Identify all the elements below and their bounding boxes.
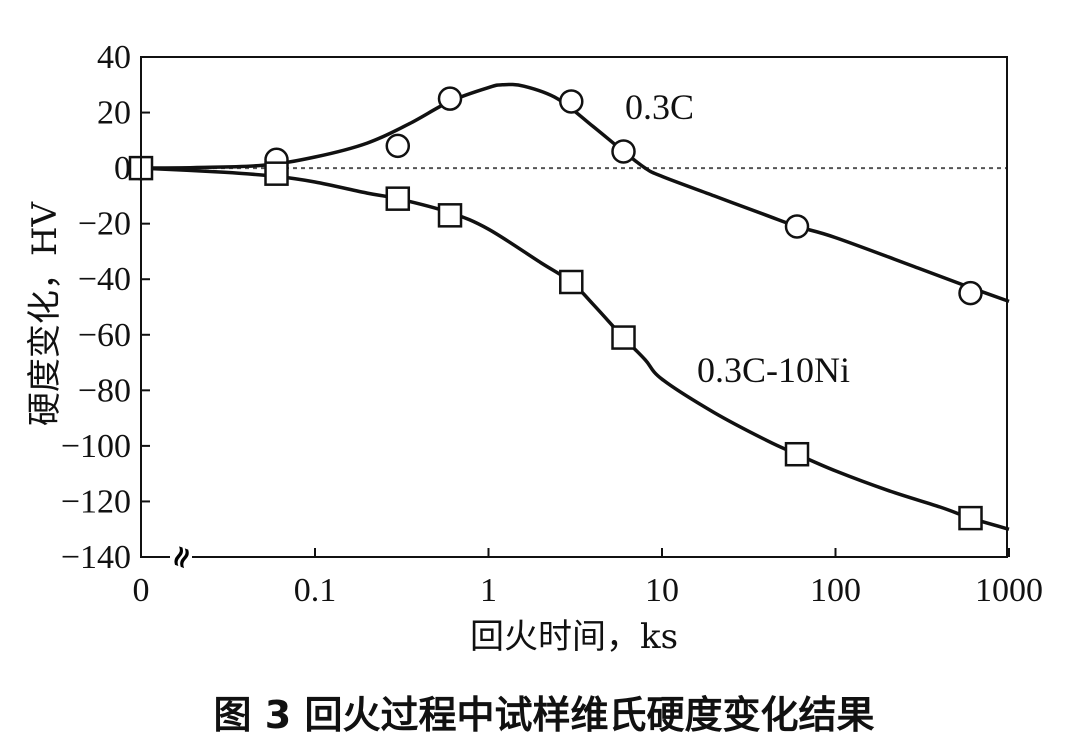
series-markers bbox=[128, 86, 983, 531]
data-point-square bbox=[437, 203, 463, 228]
series-curve-0.3C-10Ni bbox=[140, 166, 1010, 531]
data-point-circle bbox=[784, 214, 810, 239]
data-point-circle bbox=[559, 89, 584, 114]
y-tick-label: −140 bbox=[61, 539, 131, 576]
x-tick-label: 1000 bbox=[975, 572, 1043, 609]
axis-break-mask bbox=[170, 551, 192, 563]
series-curve-0.3C bbox=[140, 82, 1010, 304]
y-tick-label: 40 bbox=[97, 39, 131, 76]
data-point-square bbox=[385, 186, 411, 211]
axis-break-group: ≈ bbox=[161, 539, 202, 575]
y-tick-label: −120 bbox=[61, 483, 131, 520]
y-tick-label: −20 bbox=[78, 206, 131, 243]
y-tick-label: −80 bbox=[78, 372, 131, 409]
x-tick-label: 0.1 bbox=[294, 572, 337, 609]
x-axis-label: 回火时间，ks bbox=[470, 617, 678, 657]
figure-caption: 图 3 回火过程中试样维氏硬度变化结果 bbox=[214, 693, 875, 737]
series-curves bbox=[140, 82, 1010, 531]
y-tick-label: 20 bbox=[97, 95, 131, 132]
data-point-circle bbox=[958, 280, 983, 306]
data-point-square bbox=[784, 441, 810, 467]
plot-frame bbox=[140, 56, 1008, 558]
data-point-square bbox=[264, 161, 289, 186]
y-axis-label: 硬度变化，HV bbox=[25, 200, 65, 426]
y-tick-label: −100 bbox=[61, 428, 131, 465]
axis-break-symbol: ≈ bbox=[161, 539, 202, 575]
data-point-square bbox=[559, 269, 584, 295]
x-tick-label: 10 bbox=[645, 572, 679, 609]
data-point-circle bbox=[611, 139, 636, 164]
x-tick-label: 1 bbox=[480, 572, 497, 609]
data-point-square bbox=[611, 325, 636, 350]
data-point-circle bbox=[385, 133, 411, 159]
data-point-circle bbox=[437, 86, 463, 111]
y-tick-label: 0 bbox=[114, 150, 131, 187]
y-tick-label: −60 bbox=[78, 317, 131, 354]
y-tick-label: −40 bbox=[78, 261, 131, 298]
series-label-0.3C-10Ni: 0.3C-10Ni bbox=[697, 350, 850, 390]
data-point-square bbox=[958, 505, 983, 531]
x-tick-label: 100 bbox=[810, 572, 861, 609]
x-axis-ticks: 0 0.1 1 10 100 1000 bbox=[133, 548, 1043, 609]
y-axis-ticks: 40 20 0 −20 −40 −60 −80 −100 −120 −140 bbox=[61, 39, 150, 576]
x-tick-label: 0 bbox=[133, 572, 150, 609]
series-label-0.3C: 0.3C bbox=[625, 87, 694, 127]
